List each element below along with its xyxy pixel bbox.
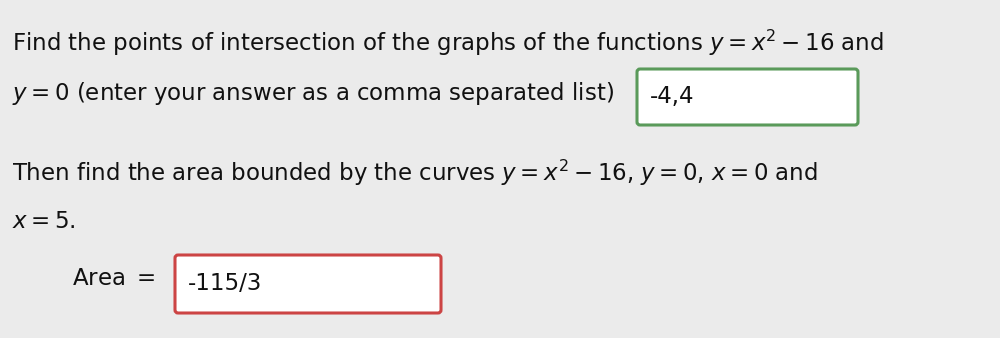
Text: Then find the area bounded by the curves $y = x^2 - 16$, $y = 0$, $x = 0$ and: Then find the area bounded by the curves… — [12, 158, 818, 188]
Text: -115/3: -115/3 — [188, 272, 262, 295]
FancyBboxPatch shape — [175, 255, 441, 313]
Text: Area $=$: Area $=$ — [72, 267, 156, 290]
FancyBboxPatch shape — [637, 69, 858, 125]
Text: $x = 5$.: $x = 5$. — [12, 210, 76, 233]
Text: $y = 0$ (enter your answer as a comma separated list): $y = 0$ (enter your answer as a comma se… — [12, 80, 614, 107]
Text: Find the points of intersection of the graphs of the functions $y = x^2 - 16$ an: Find the points of intersection of the g… — [12, 28, 884, 58]
Text: -4,4: -4,4 — [650, 86, 694, 108]
